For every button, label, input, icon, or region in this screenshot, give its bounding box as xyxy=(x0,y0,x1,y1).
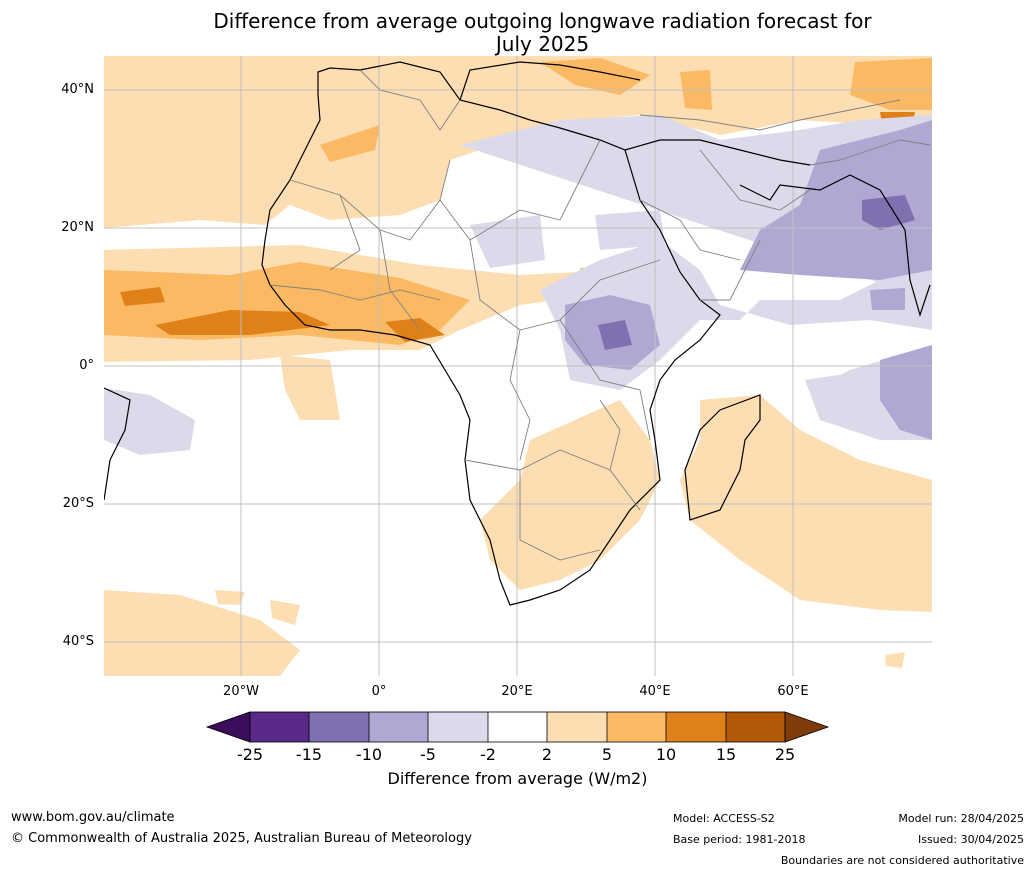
colorbar-bin xyxy=(547,712,607,742)
colorbar-tick: -15 xyxy=(295,745,323,764)
colorbar-bin xyxy=(726,712,785,742)
country-borders xyxy=(269,69,931,561)
title-line-2: July 2025 xyxy=(495,32,590,56)
colorbar-outline xyxy=(249,711,786,743)
title-line-1: Difference from average outgoing longwav… xyxy=(213,9,872,33)
colorbar-bin xyxy=(428,712,488,742)
colorbar-title: Difference from average (W/m2) xyxy=(387,769,648,788)
colorbar-extend-high xyxy=(784,711,830,743)
colorbar-tick: -25 xyxy=(236,745,264,764)
lat-label-40s: 40°S xyxy=(62,634,94,649)
map-panel xyxy=(104,56,932,676)
lat-label-20n: 20°N xyxy=(61,220,94,235)
colorbar-bin xyxy=(607,712,666,742)
map-title: Difference from average outgoing longwav… xyxy=(150,10,935,56)
colorbar-tick: -2 xyxy=(480,745,496,764)
colorbar-bin xyxy=(666,712,726,742)
colorbar-bin xyxy=(369,712,428,742)
colorbar-tick: 15 xyxy=(715,745,737,764)
colorbar-bin xyxy=(488,712,547,742)
lat-label-40n: 40°N xyxy=(61,82,94,97)
colorbar-bin xyxy=(309,712,369,742)
website-link[interactable]: www.bom.gov.au/climate xyxy=(11,810,175,825)
colorbar xyxy=(205,711,830,743)
lon-label-20w: 20°W xyxy=(223,684,259,699)
model-text: Model: ACCESS-S2 xyxy=(673,812,775,825)
anomaly-medium-purple xyxy=(565,120,932,440)
lat-label-20s: 20°S xyxy=(62,496,94,511)
model-run-text: Model run: 28/04/2025 xyxy=(898,812,1024,825)
disclaimer-text: Boundaries are not considered authoritat… xyxy=(780,854,1024,867)
colorbar-tick: -10 xyxy=(355,745,383,764)
colorbar-bin xyxy=(250,712,309,742)
colorbar-tick: -5 xyxy=(420,745,436,764)
copyright-text: © Commonwealth of Australia 2025, Austra… xyxy=(11,831,472,846)
lon-label-20e: 20°E xyxy=(501,684,533,699)
colorbar-dividers xyxy=(308,712,727,742)
colorbar-tick: 25 xyxy=(774,745,796,764)
anomaly-dark-orange xyxy=(120,112,915,342)
base-period-text: Base period: 1981-2018 xyxy=(673,833,806,846)
colorbar-tick: 2 xyxy=(541,745,553,764)
lon-label-40e: 40°E xyxy=(639,684,671,699)
colorbar-extend-low xyxy=(205,711,251,743)
graticule xyxy=(104,56,932,676)
lon-label-0: 0° xyxy=(371,684,387,699)
colorbar-tick: 5 xyxy=(601,745,613,764)
lat-label-0: 0° xyxy=(79,358,94,373)
lon-label-60e: 60°E xyxy=(777,684,809,699)
coastlines xyxy=(104,61,931,606)
issued-text: Issued: 30/04/2025 xyxy=(917,833,1024,846)
colorbar-tick: 10 xyxy=(655,745,677,764)
anomaly-dark-purple xyxy=(598,195,915,350)
